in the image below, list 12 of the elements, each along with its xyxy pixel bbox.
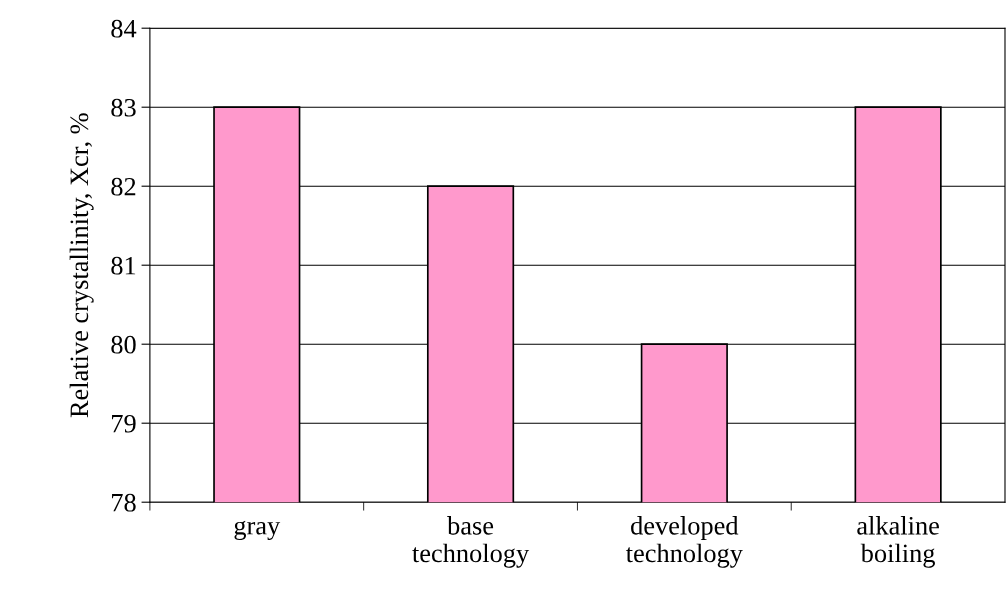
- y-tick-label: 84: [111, 19, 137, 38]
- x-tick-label: alkaline boiling: [857, 516, 939, 568]
- y-tick-label: 81: [111, 256, 136, 275]
- x-tick-label: base technology: [412, 516, 530, 568]
- y-tick-label: 79: [112, 414, 136, 433]
- x-tick-label: gray: [234, 520, 281, 541]
- y-tick-label: 82: [111, 177, 136, 196]
- y-tick-label: 80: [111, 335, 136, 354]
- y-tick-label: 83: [111, 98, 136, 117]
- x-tick-label: developed technology: [625, 516, 743, 568]
- y-tick-label: 78: [112, 493, 136, 512]
- y-axis-title: Relative crystallinity, Xcr, %: [69, 113, 94, 418]
